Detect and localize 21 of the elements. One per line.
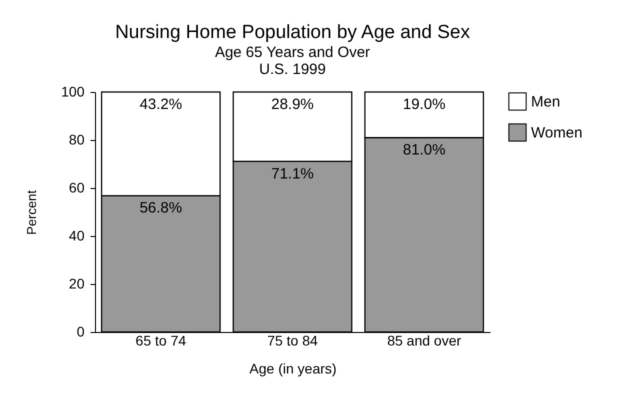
y-tick-label: 20 (68, 276, 85, 292)
y-tick-label: 0 (76, 324, 85, 340)
data-label: 43.2% (140, 96, 182, 113)
data-label: 28.9% (271, 96, 314, 113)
x-axis-title: Age (in years) (249, 360, 337, 376)
chart-subtitle: Age 65 Years and Over U.S. 1999 (214, 44, 370, 78)
y-axis-title: Percent (24, 190, 40, 235)
data-label: 71.1% (271, 165, 314, 182)
data-label: 56.8% (140, 200, 182, 217)
chart-title: Nursing Home Population by Age and Sex (115, 22, 470, 43)
x-tick-label: 65 to 74 (136, 332, 186, 348)
y-tick-label: 60 (68, 180, 85, 196)
y-tick-label: 80 (68, 132, 85, 148)
y-tick-label: 100 (61, 84, 85, 100)
y-tick-label: 40 (68, 228, 85, 244)
x-tick-label: 85 and over (387, 332, 462, 348)
data-label: 19.0% (402, 96, 446, 113)
legend-label: Women (531, 124, 582, 142)
legend-label: Men (531, 94, 560, 110)
data-label: 81.0% (402, 142, 446, 159)
x-tick-label: 75 to 84 (267, 332, 318, 348)
